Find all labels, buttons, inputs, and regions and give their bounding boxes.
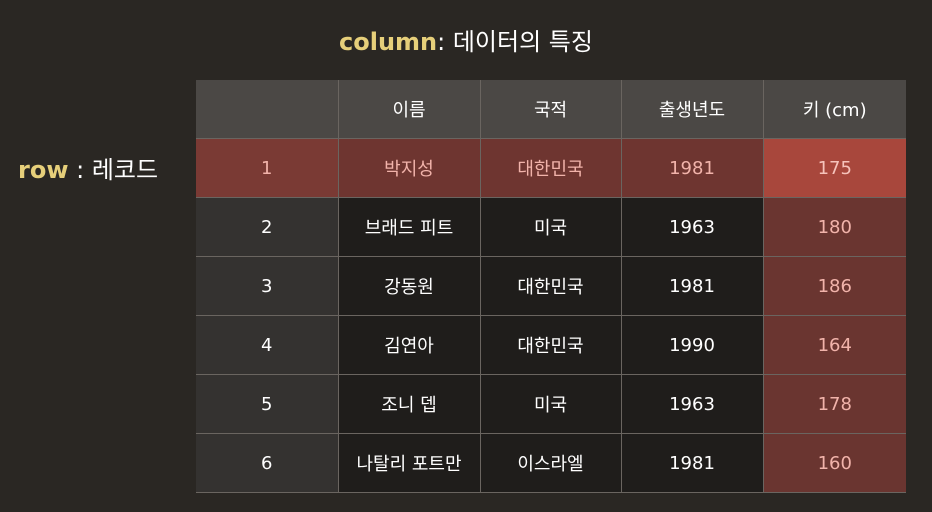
height-cell: 178	[763, 374, 906, 434]
name-cell: 강동원	[338, 256, 481, 316]
header-height: 키 (cm)	[763, 80, 906, 139]
row-index: 2	[196, 197, 339, 257]
row-index: 5	[196, 374, 339, 434]
header-row: 이름 국적 출생년도 키 (cm)	[196, 80, 906, 139]
nationality-cell: 대한민국	[480, 256, 622, 316]
height-cell: 164	[763, 315, 906, 375]
height-cell: 160	[763, 433, 906, 493]
header-birth-year: 출생년도	[621, 80, 764, 139]
row-index: 1	[196, 138, 339, 198]
table-row: 6 나탈리 포트만 이스라엘 1981 160	[196, 433, 906, 493]
height-cell: 186	[763, 256, 906, 316]
name-cell: 조니 뎁	[338, 374, 481, 434]
birth-year-cell: 1963	[621, 374, 764, 434]
row-index: 6	[196, 433, 339, 493]
nationality-cell: 이스라엘	[480, 433, 622, 493]
table-row: 4 김연아 대한민국 1990 164	[196, 315, 906, 375]
nationality-cell: 미국	[480, 374, 622, 434]
row-index: 4	[196, 315, 339, 375]
birth-year-cell: 1963	[621, 197, 764, 257]
header-index	[196, 80, 339, 139]
birth-year-cell: 1981	[621, 433, 764, 493]
birth-year-cell: 1981	[621, 256, 764, 316]
height-cell: 180	[763, 197, 906, 257]
nationality-cell: 대한민국	[480, 315, 622, 375]
table-row: 2 브래드 피트 미국 1963 180	[196, 197, 906, 257]
height-cell: 175	[763, 138, 906, 198]
name-cell: 브래드 피트	[338, 197, 481, 257]
row-label-keyword: row	[18, 156, 69, 184]
row-index: 3	[196, 256, 339, 316]
row-label-text: : 레코드	[68, 156, 159, 184]
name-cell: 박지성	[338, 138, 481, 198]
table-row: 1 박지성 대한민국 1981 175	[196, 138, 906, 198]
header-nationality: 국적	[480, 80, 622, 139]
data-table: 이름 국적 출생년도 키 (cm) 1 박지성 대한민국 1981 175 2 …	[196, 80, 906, 493]
birth-year-cell: 1990	[621, 315, 764, 375]
title-text: : 데이터의 특징	[437, 28, 593, 56]
birth-year-cell: 1981	[621, 138, 764, 198]
row-label: row : 레코드	[18, 150, 158, 185]
table-row: 3 강동원 대한민국 1981 186	[196, 256, 906, 316]
slide-title: column: 데이터의 특징	[0, 22, 932, 57]
nationality-cell: 미국	[480, 197, 622, 257]
name-cell: 나탈리 포트만	[338, 433, 481, 493]
title-keyword: column	[339, 28, 438, 56]
name-cell: 김연아	[338, 315, 481, 375]
nationality-cell: 대한민국	[480, 138, 622, 198]
header-name: 이름	[338, 80, 481, 139]
table-row: 5 조니 뎁 미국 1963 178	[196, 374, 906, 434]
